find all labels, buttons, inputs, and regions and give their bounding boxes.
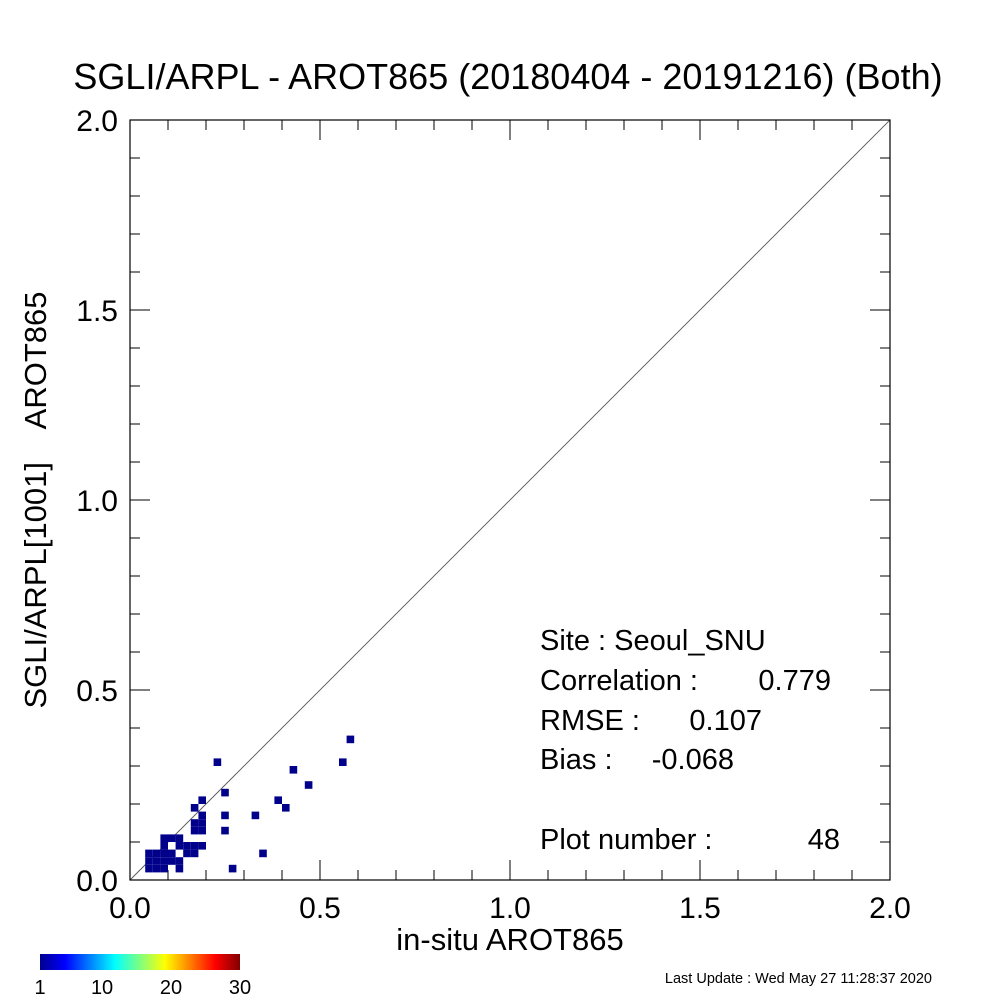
stats-rmse-value: 0.107 xyxy=(689,705,762,737)
scatter-points xyxy=(145,735,355,873)
scatter-point xyxy=(289,766,298,774)
x-tick-label: 0.5 xyxy=(299,892,341,925)
one-to-one-line xyxy=(129,119,891,881)
stats-correlation-value: 0.779 xyxy=(758,665,831,697)
scatter-point xyxy=(160,864,168,873)
scatter-point xyxy=(168,849,176,858)
stats-correlation-label: Correlation : xyxy=(540,665,698,697)
stats-plot-number-value: 48 xyxy=(808,824,840,856)
scatter-point xyxy=(221,811,229,820)
stats-site: Site : Seoul_SNU xyxy=(540,625,766,657)
scatter-point xyxy=(339,758,347,766)
scatter-point xyxy=(175,857,184,865)
scatter-point xyxy=(152,849,161,858)
colorbar xyxy=(40,954,240,970)
scatter-point xyxy=(221,788,229,797)
scatter-point xyxy=(145,849,153,858)
scatter-point xyxy=(304,781,313,789)
chart-title: SGLI/ARPL - AROT865 (20180404 - 20191216… xyxy=(73,56,942,97)
scatter-point xyxy=(346,735,355,744)
scatter-point xyxy=(190,819,199,827)
scatter-point xyxy=(168,834,176,842)
x-tick-labels: 0.0 0.5 1.0 1.5 2.0 xyxy=(109,892,911,925)
scatter-point xyxy=(282,804,290,812)
scatter-point xyxy=(175,842,184,850)
stats-bias-value: -0.068 xyxy=(652,744,734,776)
scatter-point xyxy=(168,857,176,865)
scatter-point xyxy=(198,826,206,835)
y-tick-label: 1.0 xyxy=(76,485,118,518)
scatter-point xyxy=(190,842,199,850)
scatter-point xyxy=(183,849,191,858)
scatter-point xyxy=(152,864,161,873)
x-axis-label: in-situ AROT865 xyxy=(396,922,623,957)
scatter-point xyxy=(198,796,206,804)
scatter-point xyxy=(198,811,206,820)
colorbar-tick-label: 20 xyxy=(160,977,182,999)
scatter-point xyxy=(175,834,184,842)
scatter-point xyxy=(190,849,199,858)
y-tick-label: 2.0 xyxy=(76,105,118,138)
colorbar-tick-label: 10 xyxy=(91,977,113,999)
y-axis-label: SGLI/ARPL[1001] AROT865 xyxy=(18,291,53,708)
colorbar-tick-label: 30 xyxy=(229,977,251,999)
stats-rmse-label: RMSE : xyxy=(540,705,640,737)
scatter-point xyxy=(251,811,260,820)
scatter-point xyxy=(160,842,168,850)
x-tick-label: 2.0 xyxy=(869,892,911,925)
scatter-point xyxy=(145,864,153,873)
y-tick-label: 0.5 xyxy=(76,675,118,708)
last-update: Last Update : Wed May 27 11:28:37 2020 xyxy=(665,971,932,987)
scatter-point xyxy=(274,796,282,804)
scatter-point xyxy=(190,826,199,835)
scatter-point xyxy=(160,849,168,858)
scatter-point xyxy=(145,857,153,865)
stats-box: Site : Seoul_SNU Correlation : 0.779 RMS… xyxy=(540,625,840,856)
y-tick-labels: 0.0 0.5 1.0 1.5 2.0 xyxy=(76,105,118,898)
x-tick-label: 1.5 xyxy=(679,892,721,925)
stats-bias-label: Bias : xyxy=(540,744,613,776)
y-tick-label: 1.5 xyxy=(76,295,118,328)
scatter-point xyxy=(160,857,168,865)
y-tick-label: 0.0 xyxy=(76,865,118,898)
colorbar-labels: 1 10 20 30 xyxy=(34,977,251,999)
x-tick-label: 0.0 xyxy=(109,892,151,925)
colorbar-tick-label: 1 xyxy=(34,977,45,999)
scatter-point xyxy=(190,804,199,812)
scatter-point xyxy=(228,864,237,873)
major-ticks xyxy=(129,119,891,881)
scatter-point xyxy=(198,842,206,850)
minor-ticks xyxy=(130,120,890,880)
scatter-point xyxy=(183,842,191,850)
stats-plot-number-label: Plot number : xyxy=(540,824,712,856)
scatter-point xyxy=(152,857,161,865)
scatter-point xyxy=(198,819,206,827)
scatter-point xyxy=(160,834,168,842)
scatter-point xyxy=(175,864,184,873)
scatter-point xyxy=(259,849,267,858)
x-tick-label: 1.0 xyxy=(489,892,531,925)
scatter-point xyxy=(221,826,229,835)
scatter-point xyxy=(213,758,222,766)
